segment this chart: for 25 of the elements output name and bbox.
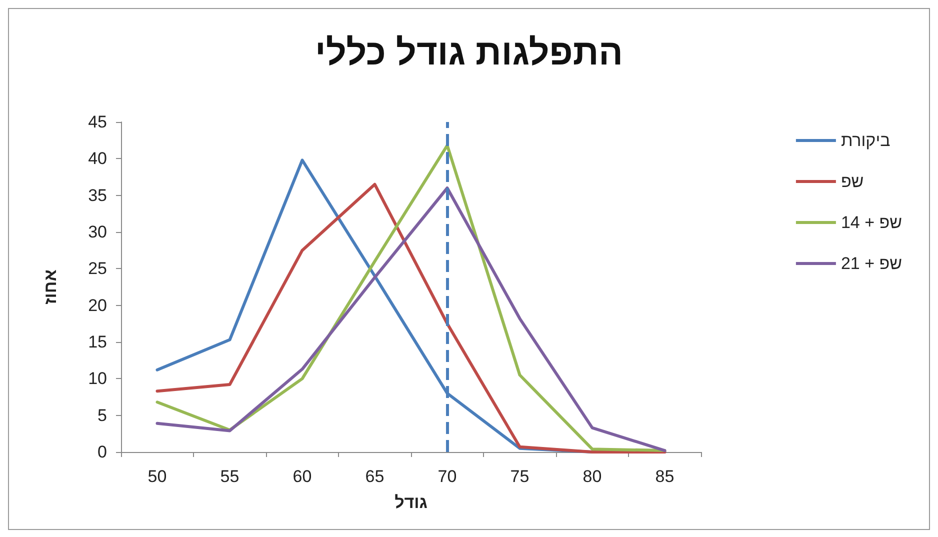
legend-label: שפ + 21 bbox=[840, 254, 902, 273]
x-tick-label: 50 bbox=[148, 467, 167, 486]
x-axis-title: גודל bbox=[394, 493, 428, 512]
x-tick-label: 80 bbox=[582, 467, 602, 486]
y-tick-label: 35 bbox=[88, 186, 107, 205]
y-tick-label: 20 bbox=[88, 296, 107, 315]
y-tick-label: 45 bbox=[88, 112, 107, 132]
y-tick-label: 10 bbox=[88, 369, 107, 388]
y-tick-label: 5 bbox=[98, 406, 107, 425]
legend-label: ביקורת bbox=[840, 131, 890, 150]
x-tick-label: 65 bbox=[365, 467, 384, 486]
legend-label: שפ bbox=[840, 172, 864, 191]
chart-title: התפלגות גודל כללי bbox=[315, 32, 623, 72]
legend-label: שפ + 14 bbox=[840, 213, 902, 232]
y-tick-label: 15 bbox=[88, 332, 107, 352]
x-tick-label: 70 bbox=[438, 467, 457, 486]
y-tick-label: 0 bbox=[98, 442, 107, 462]
y-axis-title: אחוז bbox=[41, 269, 60, 304]
x-tick-label: 75 bbox=[510, 467, 530, 486]
y-tick-label: 25 bbox=[88, 259, 107, 278]
y-tick-label: 30 bbox=[88, 222, 107, 242]
x-tick-label: 55 bbox=[220, 467, 240, 486]
y-tick-label: 40 bbox=[88, 149, 107, 168]
x-tick-label: 60 bbox=[292, 467, 312, 486]
x-tick-label: 85 bbox=[655, 467, 674, 486]
